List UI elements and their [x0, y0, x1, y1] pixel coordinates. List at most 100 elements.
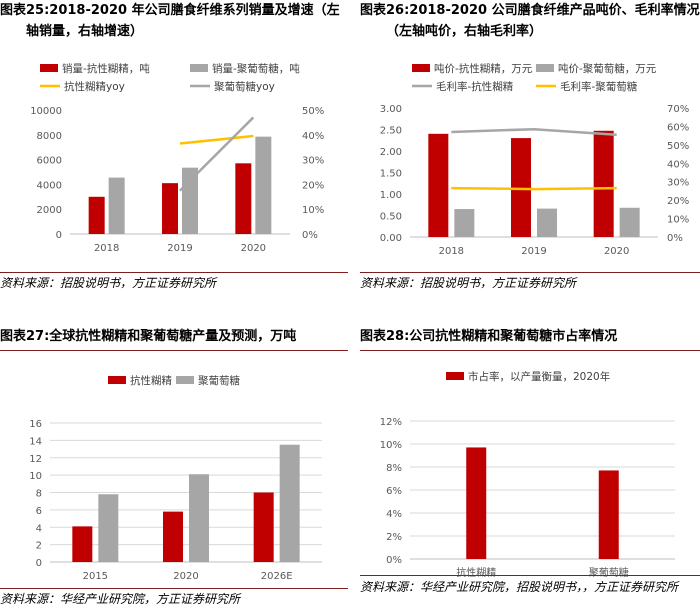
y-tick-label-left: 4000	[37, 180, 62, 191]
y-tick-label-left: 3.00	[380, 104, 402, 115]
chart-title-line2: （左轴吨价，右轴毛利率）	[386, 24, 543, 39]
source-note: 资料来源：华经产业研究院，方正证券研究所	[0, 592, 241, 606]
source-note: 资料来源：招股说明书，方正证券研究所	[360, 276, 577, 290]
y-tick-label-left: 10%	[380, 440, 402, 451]
bar-销量-抗性糊精，吨-2018	[88, 196, 105, 234]
y-tick-label-left: 6000	[37, 156, 62, 167]
bar-吨价-抗性糊精，万元-2020	[593, 130, 614, 237]
bar-吨价-聚葡萄糖，万元-2019	[537, 208, 557, 237]
bar-吨价-聚葡萄糖，万元-2018	[454, 209, 475, 237]
legend-label-3: 毛利率-聚葡萄糖	[560, 80, 638, 93]
legend-label-0: 销量-抗性糊精，吨	[62, 62, 150, 75]
bar-抗性糊精-2020	[163, 511, 183, 562]
y-tick-label-left: 2.50	[380, 126, 402, 137]
legend-swatch-0	[446, 372, 464, 380]
y-tick-label-left: 0	[36, 558, 42, 569]
y-tick-label-left: 8	[36, 489, 42, 500]
x-tick-label: 2019	[521, 246, 546, 257]
bar-聚葡萄糖-2020	[189, 474, 209, 562]
y-tick-label-right: 20%	[667, 196, 689, 207]
y-tick-label-right: 10%	[667, 215, 689, 226]
y-tick-label-left: 8%	[386, 463, 402, 474]
y-tick-label-left: 6%	[386, 486, 402, 497]
y-tick-label-left: 2	[36, 541, 42, 552]
legend-label-3: 聚葡萄糖yoy	[214, 80, 275, 93]
x-tick-label: 2020	[604, 246, 629, 257]
chart-title-line1: 图表27:全球抗性糊精和聚葡萄糖产量及预测，万吨	[0, 329, 297, 344]
legend-label-0: 抗性糊精	[130, 374, 172, 387]
y-tick-label-left: 1.00	[380, 190, 402, 201]
bar-销量-抗性糊精，吨-2020	[235, 163, 252, 234]
y-tick-label-left: 14	[29, 436, 42, 447]
y-tick-label-left: 2.00	[380, 147, 402, 158]
bar-销量-聚葡萄糖，吨-2020	[255, 136, 272, 234]
source-divider	[360, 575, 700, 576]
bar-聚葡萄糖-2026E	[279, 444, 300, 562]
source-divider	[0, 588, 348, 589]
y-tick-label-right: 40%	[667, 159, 689, 170]
y-tick-label-right: 70%	[667, 104, 689, 115]
y-tick-label-right: 30%	[667, 178, 689, 189]
y-tick-label-right: 0%	[667, 233, 683, 244]
line-聚葡萄糖yoy	[179, 116, 255, 192]
y-tick-label-left: 8000	[37, 131, 62, 142]
legend-label-1: 聚葡萄糖	[198, 374, 240, 387]
bar-抗性糊精-2015	[72, 526, 93, 562]
legend-swatch-0	[40, 64, 58, 72]
legend-swatch-1	[176, 376, 194, 384]
x-tick-label: 2020	[173, 571, 198, 582]
legend-label-0: 吨价-抗性糊精，万元	[434, 62, 533, 75]
legend-swatch-0	[412, 64, 430, 72]
x-tick-label: 2019	[167, 243, 192, 254]
bar-聚葡萄糖-2015	[98, 494, 119, 562]
legend-swatch-0	[108, 376, 126, 384]
line-毛利率-聚葡萄糖	[451, 186, 617, 191]
legend-label-2: 毛利率-抗性糊精	[436, 80, 514, 93]
y-tick-label-right: 40%	[302, 131, 324, 142]
chart-title: 图表27:全球抗性糊精和聚葡萄糖产量及预测，万吨	[0, 326, 296, 347]
y-tick-label-left: 16	[29, 419, 42, 430]
bar-销量-抗性糊精，吨-2019	[162, 183, 178, 234]
y-tick-label-left: 12%	[380, 417, 402, 428]
y-tick-label-right: 20%	[302, 180, 324, 191]
chart-panel-28: 图表28:公司抗性糊精和聚葡萄糖市占率情况 市占率，以产量衡量，2020年 0% 2…	[360, 326, 700, 616]
bar-吨价-聚葡萄糖，万元-2020	[619, 207, 640, 237]
line-毛利率-抗性糊精	[451, 127, 617, 136]
y-tick-label-left: 1.50	[380, 169, 402, 180]
y-tick-label-left: 10000	[30, 106, 62, 117]
legend-label-1: 销量-聚葡萄糖，吨	[212, 62, 300, 75]
y-tick-label-left: 0.50	[380, 212, 402, 223]
legend-swatch-1	[190, 64, 208, 72]
chart-title: 图表26:2018-2020 公司膳食纤维产品吨价、毛利率情况 （左轴吨价，右轴…	[360, 0, 700, 42]
bar-市占率，以产量衡量，2020年-抗性糊精	[466, 447, 487, 559]
x-tick-label: 2026E	[261, 571, 293, 582]
y-tick-label-right: 50%	[302, 106, 324, 117]
bar-销量-聚葡萄糖，吨-2019	[182, 167, 198, 234]
chart-global-output: 抗性糊精 聚葡萄糖 0 2 4 6 8 10 12 14 16 2015 2020 2026E	[29, 374, 322, 582]
chart-title-line1: 图表26:2018-2020 公司膳食纤维产品吨价、毛利率情况	[360, 3, 700, 18]
legend-label-0: 市占率，以产量衡量，2020年	[468, 370, 610, 383]
x-tick-label: 2020	[241, 243, 266, 254]
y-tick-label-left: 0.00	[380, 233, 402, 244]
y-tick-label-left: 0%	[386, 555, 402, 566]
bar-吨价-抗性糊精，万元-2018	[428, 133, 449, 237]
source-note: 资料来源：招股说明书，方正证券研究所	[0, 276, 217, 290]
chart-title-line1: 图表25:2018-2020 年公司膳食纤维系列销量及增速（左	[0, 3, 340, 18]
y-tick-label-left: 0	[56, 230, 62, 241]
source-divider	[360, 272, 700, 273]
title-divider	[360, 350, 700, 351]
source-note: 资料来源：华经产业研究院，招股说明书，，方正证券研究所	[360, 580, 679, 594]
bar-吨价-抗性糊精，万元-2019	[511, 138, 531, 237]
x-tick-label: 2018	[94, 243, 119, 254]
chart-panel-27: 图表27:全球抗性糊精和聚葡萄糖产量及预测，万吨 抗性糊精 聚葡萄糖 0 2 4 6 8 10…	[0, 326, 352, 616]
title-divider	[0, 350, 348, 351]
y-tick-label-right: 50%	[667, 141, 689, 152]
chart-title-line1: 图表28:公司抗性糊精和聚葡萄糖市占率情况	[360, 329, 618, 344]
bar-市占率，以产量衡量，2020年-聚葡萄糖	[598, 470, 619, 559]
legend-swatch-1	[536, 64, 554, 72]
y-tick-label-left: 12	[29, 454, 42, 465]
y-tick-label-right: 30%	[302, 156, 324, 167]
y-tick-label-right: 10%	[302, 205, 324, 216]
